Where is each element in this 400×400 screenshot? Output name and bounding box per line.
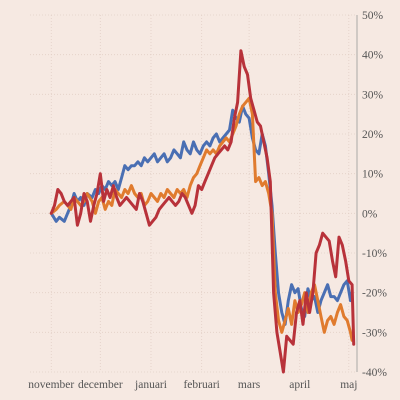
x-tick-label: december	[78, 379, 123, 391]
y-tick-label: 40%	[362, 50, 384, 62]
x-axis-tick-labels: november december januari februari mars april…	[28, 379, 357, 391]
y-tick-label: 20%	[362, 129, 384, 141]
x-tick-label: mars	[238, 379, 261, 391]
y-tick-label: 50%	[362, 10, 384, 22]
grid	[30, 14, 358, 373]
y-tick-label: -10%	[362, 248, 387, 260]
series-line-3	[49, 49, 356, 374]
y-axis-tick-labels: 50% 40% 30% 20% 10% 0% -10% -20% -30% -40%	[362, 10, 387, 379]
x-tick-label: november	[28, 379, 74, 391]
x-tick-label: februari	[183, 379, 219, 391]
y-tick-label: 0%	[362, 208, 378, 220]
y-tick-label: -20%	[362, 288, 387, 300]
x-tick-label: januari	[134, 379, 167, 391]
x-tick-label: maj	[340, 379, 357, 391]
x-tick-label: april	[289, 379, 310, 391]
y-tick-label: -30%	[362, 327, 387, 339]
y-tick-label: -40%	[362, 367, 387, 379]
series-lines	[49, 49, 356, 374]
series-line-2	[49, 96, 354, 342]
y-tick-label: 30%	[362, 89, 384, 101]
y-tick-label: 10%	[362, 169, 384, 181]
